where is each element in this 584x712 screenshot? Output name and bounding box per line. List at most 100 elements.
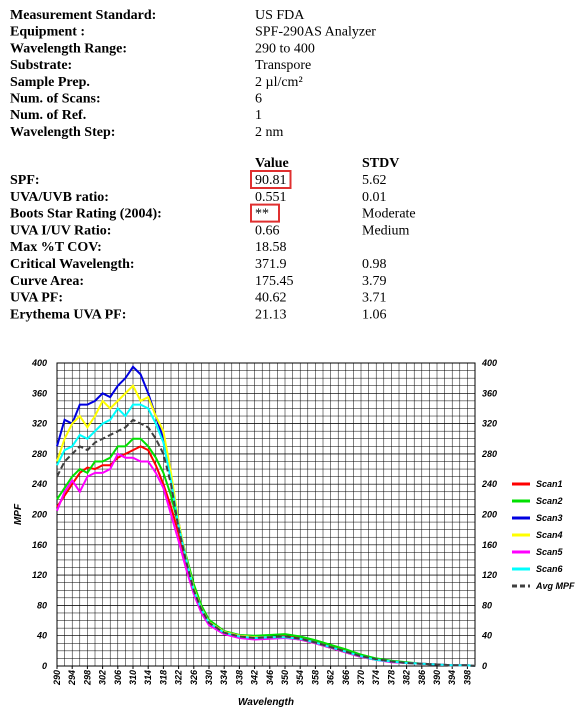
x-tick-label: 386 bbox=[417, 669, 427, 685]
highlight-box bbox=[250, 203, 280, 223]
x-tick-label: 390 bbox=[432, 670, 442, 685]
result-value: ** bbox=[255, 207, 269, 222]
x-tick-label: 382 bbox=[402, 670, 412, 685]
x-tick-label: 358 bbox=[310, 670, 320, 685]
y2-tick-label: 0 bbox=[482, 661, 487, 671]
result-value: 0.66 bbox=[255, 223, 280, 238]
x-tick-label: 318 bbox=[158, 670, 168, 685]
field-label: Num. of Ref. bbox=[10, 108, 86, 123]
field-value: Transpore bbox=[255, 58, 311, 73]
field-label: Num. of Scans: bbox=[10, 92, 101, 107]
x-tick-label: 326 bbox=[189, 669, 199, 685]
result-stdv: 1.06 bbox=[362, 307, 387, 322]
result-value: 175.45 bbox=[255, 274, 294, 289]
result-label: Boots Star Rating (2004): bbox=[10, 207, 162, 222]
field-value: 290 to 400 bbox=[255, 41, 315, 56]
y2-tick-label: 200 bbox=[481, 510, 497, 520]
y2-tick-label: 360 bbox=[482, 388, 497, 398]
legend-label: Scan5 bbox=[536, 547, 564, 557]
x-tick-label: 310 bbox=[128, 670, 138, 685]
x-tick-label: 298 bbox=[82, 670, 92, 686]
x-tick-label: 366 bbox=[341, 669, 351, 685]
field-label: Wavelength Range: bbox=[10, 41, 127, 56]
legend-label: Scan3 bbox=[536, 513, 563, 523]
result-stdv: 3.79 bbox=[362, 274, 387, 289]
result-value: 90.81 bbox=[255, 173, 287, 188]
result-label: Curve Area: bbox=[10, 274, 84, 289]
field-value: 2 nm bbox=[255, 125, 284, 140]
y-tick-label: 80 bbox=[37, 600, 47, 610]
field-value: 2 µl/cm² bbox=[255, 75, 303, 90]
x-tick-label: 302 bbox=[98, 670, 108, 685]
x-axis-title: Wavelength bbox=[238, 697, 294, 708]
legend-label: Scan1 bbox=[536, 479, 563, 489]
x-tick-label: 354 bbox=[295, 670, 305, 685]
result-value: 40.62 bbox=[255, 291, 287, 306]
column-header: STDV bbox=[362, 156, 399, 171]
field-label: Sample Prep. bbox=[10, 75, 90, 90]
field-label: Equipment : bbox=[10, 25, 85, 40]
x-tick-label: 322 bbox=[174, 670, 184, 685]
y-tick-label: 40 bbox=[36, 631, 47, 641]
y-tick-label: 120 bbox=[32, 570, 47, 580]
field-value: 6 bbox=[255, 92, 262, 107]
result-label: Max %T COV: bbox=[10, 240, 102, 255]
x-tick-label: 330 bbox=[204, 670, 214, 685]
result-stdv: 0.01 bbox=[362, 190, 387, 205]
field-value: US FDA bbox=[255, 8, 305, 23]
x-tick-label: 334 bbox=[219, 670, 229, 685]
result-value: 18.58 bbox=[255, 240, 287, 255]
x-tick-label: 370 bbox=[356, 670, 366, 685]
x-tick-label: 394 bbox=[447, 670, 457, 685]
x-tick-label: 362 bbox=[326, 670, 336, 685]
y2-tick-label: 80 bbox=[482, 600, 492, 610]
x-tick-label: 374 bbox=[371, 670, 381, 685]
legend-label: Avg MPF bbox=[535, 581, 575, 591]
legend-label: Scan4 bbox=[536, 530, 563, 540]
x-tick-label: 314 bbox=[143, 670, 153, 685]
result-label: Erythema UVA PF: bbox=[10, 307, 126, 322]
y-axis-title: MPF bbox=[13, 503, 24, 525]
highlight-box bbox=[250, 170, 292, 189]
result-label: UVA PF: bbox=[10, 291, 63, 306]
y2-tick-label: 120 bbox=[482, 570, 497, 580]
result-label: UVA/UVB ratio: bbox=[10, 190, 109, 205]
y2-tick-label: 280 bbox=[481, 449, 497, 459]
x-tick-label: 290 bbox=[52, 670, 62, 686]
y2-tick-label: 240 bbox=[481, 479, 497, 489]
x-tick-label: 338 bbox=[234, 670, 244, 685]
x-tick-label: 398 bbox=[462, 670, 472, 685]
y-tick-label: 160 bbox=[32, 540, 47, 550]
result-stdv: Medium bbox=[362, 223, 410, 238]
result-label: SPF: bbox=[10, 173, 40, 188]
x-tick-label: 350 bbox=[280, 670, 290, 685]
result-label: UVA I/UV Ratio: bbox=[10, 223, 111, 238]
result-stdv: 0.98 bbox=[362, 257, 387, 272]
field-label: Substrate: bbox=[10, 58, 72, 73]
series-line bbox=[56, 418, 476, 667]
y-tick-label: 0 bbox=[42, 661, 47, 671]
field-label: Measurement Standard: bbox=[10, 8, 156, 23]
x-tick-label: 306 bbox=[113, 669, 123, 685]
field-value: SPF-290AS Analyzer bbox=[255, 25, 376, 40]
field-label: Wavelength Step: bbox=[10, 125, 115, 140]
y2-tick-label: 400 bbox=[481, 358, 497, 368]
result-stdv: 5.62 bbox=[362, 173, 387, 188]
result-value: 371.9 bbox=[255, 257, 287, 272]
x-tick-label: 294 bbox=[67, 670, 77, 686]
field-value: 1 bbox=[255, 108, 262, 123]
result-label: Critical Wavelength: bbox=[10, 257, 135, 272]
x-tick-label: 342 bbox=[250, 670, 260, 685]
y-tick-label: 360 bbox=[32, 388, 47, 398]
y-tick-label: 320 bbox=[32, 419, 47, 429]
x-tick-label: 346 bbox=[265, 669, 275, 685]
legend-label: Scan6 bbox=[536, 564, 564, 574]
y2-tick-label: 320 bbox=[482, 419, 497, 429]
result-value: 0.551 bbox=[255, 190, 287, 205]
y2-tick-label: 40 bbox=[481, 631, 492, 641]
y-tick-label: 200 bbox=[31, 510, 47, 520]
legend-label: Scan2 bbox=[536, 496, 563, 506]
y2-tick-label: 160 bbox=[482, 540, 497, 550]
